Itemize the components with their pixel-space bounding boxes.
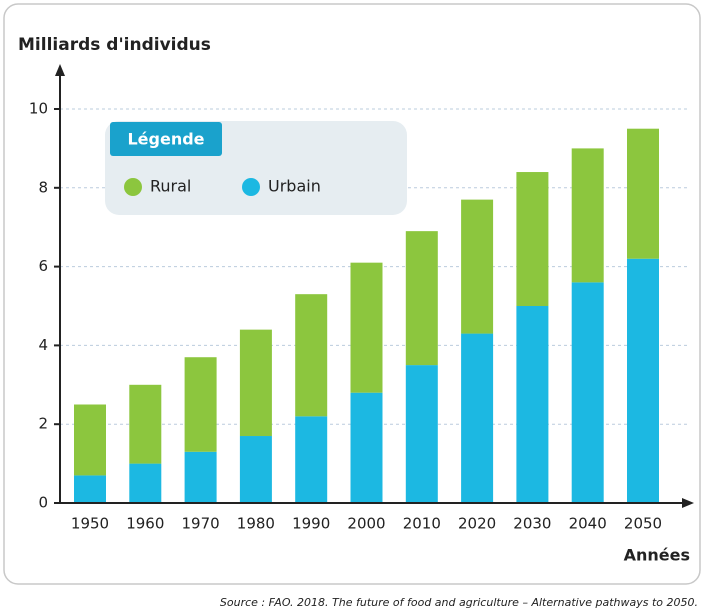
y-arrow <box>55 64 65 76</box>
y-tick-label: 0 <box>38 494 48 512</box>
bar-segment <box>461 199 494 334</box>
x-axis-label: Années <box>624 546 690 565</box>
x-tick-label: 2040 <box>569 515 607 533</box>
bar-segment <box>129 384 162 464</box>
x-tick-label: 1960 <box>126 515 164 533</box>
y-axis-label: Milliards d'individus <box>18 35 211 55</box>
bar-segment <box>571 148 604 283</box>
y-tick-label: 4 <box>38 336 48 354</box>
source: Source : FAO. 2018. The future of food a… <box>220 596 698 609</box>
x-tick-label: 1950 <box>71 515 109 533</box>
bar-segment <box>516 172 549 306</box>
legend-swatch <box>124 178 142 196</box>
x-tick-label: 2030 <box>513 515 551 533</box>
y-tick-label: 10 <box>29 100 48 118</box>
x-arrow <box>682 498 694 508</box>
bar-segment <box>405 365 438 503</box>
x-tick-label: 1980 <box>237 515 275 533</box>
x-tick-label: 1990 <box>292 515 330 533</box>
bars <box>74 128 659 503</box>
bar-segment <box>627 258 659 503</box>
legend-header <box>110 122 222 156</box>
legend-label: Rural <box>150 177 191 196</box>
bar-segment <box>74 404 106 476</box>
y-tick-label: 8 <box>38 178 48 196</box>
y-tick-label: 6 <box>38 257 48 275</box>
x-tick-label: 1970 <box>182 515 220 533</box>
x-tick-label: 2000 <box>347 515 385 533</box>
bar-segment <box>239 329 272 437</box>
legend-title: Légende <box>127 130 204 149</box>
bar-segment <box>184 357 217 452</box>
y-tick-label: 2 <box>38 415 48 433</box>
x-tick-label: 2010 <box>403 515 441 533</box>
bar-segment <box>350 392 383 503</box>
bar-segment <box>295 294 328 417</box>
bar-segment <box>239 436 272 503</box>
bar-segment <box>627 128 659 259</box>
bar-segment <box>295 416 328 503</box>
bar-segment <box>74 475 106 503</box>
x-tick-label: 2050 <box>624 515 662 533</box>
bar-segment <box>184 451 217 503</box>
legend-label: Urbain <box>268 177 321 196</box>
bar-segment <box>571 282 604 503</box>
bar-segment <box>461 333 494 503</box>
legend-items: Rural Urbain <box>124 177 321 196</box>
bar-segment <box>350 262 383 393</box>
bar-segment <box>405 231 438 366</box>
x-tick-label: 2020 <box>458 515 496 533</box>
bar-segment <box>129 463 162 503</box>
bar-segment <box>516 306 549 503</box>
legend: Légende Rural Urbain <box>105 121 407 215</box>
legend-swatch <box>242 178 260 196</box>
